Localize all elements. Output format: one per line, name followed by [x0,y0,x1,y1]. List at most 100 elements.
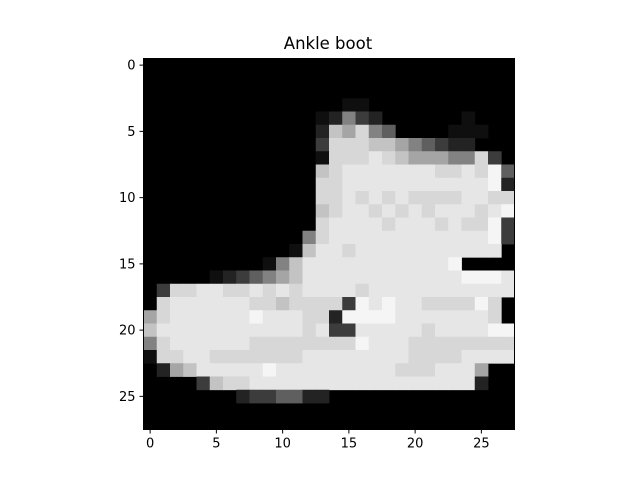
image-pixel [474,230,489,245]
image-pixel [223,297,237,311]
image-pixel [276,389,290,404]
image-pixel [435,376,449,391]
image-pixel [395,204,409,218]
image-pixel [382,363,396,377]
image-pixel [395,151,409,165]
image-pixel [170,323,184,338]
image-pixel [302,257,317,271]
image-pixel [421,138,436,152]
image-pixel [276,270,290,285]
image-pixel [501,164,515,179]
image-pixel [461,111,476,126]
image-pixel [302,363,317,377]
image-pixel [368,230,383,245]
image-pixel [395,350,409,364]
image-pixel [236,283,250,298]
image-pixel [156,310,171,324]
image-pixel [408,151,423,165]
image-pixel [276,310,290,324]
image-pixel [408,244,423,258]
image-pixel [368,244,383,258]
image-pixel [448,177,462,192]
image-pixel [289,283,303,298]
image-pixel [236,389,250,404]
x-tick-label: 0 [146,437,154,452]
image-pixel [156,297,171,311]
image-pixel [302,310,317,324]
image-pixel [223,323,237,338]
image-pixel [209,350,224,364]
image-pixel [276,323,290,338]
image-pixel [488,217,502,232]
image-pixel [395,257,409,271]
image-pixel [382,177,396,192]
image-pixel [315,310,330,324]
image-pixel [315,257,330,271]
image-pixel [488,323,502,338]
image-pixel [435,270,449,285]
image-pixel [435,217,449,232]
image-pixel [461,336,476,351]
image-pixel [209,336,224,351]
image-pixel [302,297,317,311]
image-pixel [342,151,356,165]
image-pixel [249,363,264,377]
image-pixel [448,270,462,285]
image-pixel [395,336,409,351]
image-pixel [209,297,224,311]
image-pixel [156,336,171,351]
image-pixel [448,138,462,152]
image-pixel [355,350,370,364]
image-pixel [448,363,462,377]
image-pixel [461,283,476,298]
image-pixel [355,151,370,165]
image-pixel [329,283,343,298]
image-pixel [262,389,277,404]
image-pixel [474,164,489,179]
image-pixel [329,124,343,139]
image-pixel [183,283,197,298]
image-pixel [395,310,409,324]
image-pixel [435,177,449,192]
image-pixel [355,204,370,218]
image-pixel [488,270,502,285]
image-pixel [368,350,383,364]
image-pixel [302,350,317,364]
image-pixel [315,389,330,404]
image-pixel [329,297,343,311]
image-pixel [368,310,383,324]
image-pixel [342,323,356,338]
image-pixel [474,336,489,351]
image-pixel [329,151,343,165]
image-pixel [249,323,264,338]
image-pixel [501,270,515,285]
image-pixel [395,244,409,258]
image-pixel [249,376,264,391]
image-pixel [461,350,476,364]
image-pixel [408,270,423,285]
image-pixel [329,350,343,364]
image-pixel [302,230,317,245]
image-pixel [209,283,224,298]
image-pixel [408,350,423,364]
image-pixel [448,151,462,165]
image-pixel [448,217,462,232]
image-pixel [421,244,436,258]
image-pixel [355,336,370,351]
image-pixel [474,323,489,338]
image-pixel [302,389,317,404]
image-pixel [501,323,515,338]
image-pixel [382,151,396,165]
image-pixel [209,270,224,285]
image-pixel [474,376,489,391]
image-pixel [408,257,423,271]
image-pixel [474,124,489,139]
image-pixel [196,297,211,311]
image-pixel [501,336,515,351]
image-pixel [262,376,277,391]
image-pixel [395,376,409,391]
image-pixel [421,164,436,179]
image-pixel [249,310,264,324]
image-pixel [435,191,449,205]
image-pixel [236,336,250,351]
